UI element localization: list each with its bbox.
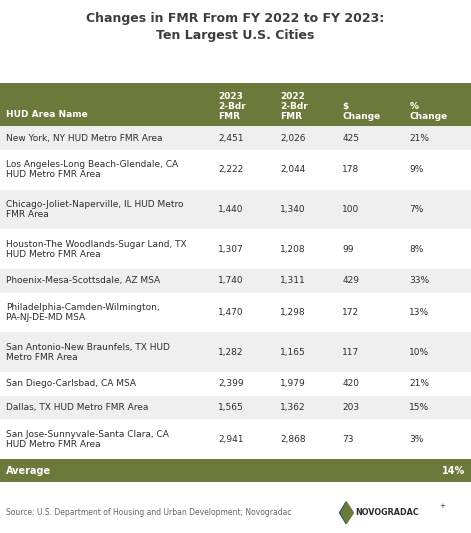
Text: 429: 429: [342, 276, 359, 285]
Text: 1,298: 1,298: [280, 308, 306, 317]
Bar: [0, 150, 471, 190]
Text: 1,740: 1,740: [218, 276, 244, 285]
Text: Average: Average: [6, 466, 51, 475]
Text: 33%: 33%: [409, 276, 430, 285]
Text: +: +: [439, 503, 445, 510]
Text: 21%: 21%: [409, 379, 429, 389]
Bar: [0, 190, 471, 229]
Text: Dallas, TX HUD Metro FMR Area: Dallas, TX HUD Metro FMR Area: [6, 403, 148, 412]
Text: 1,362: 1,362: [280, 403, 306, 412]
Text: 2,868: 2,868: [280, 434, 306, 443]
Text: Source: U.S. Department of Housing and Urban Development; Novogradac: Source: U.S. Department of Housing and U…: [6, 508, 292, 517]
Polygon shape: [339, 501, 353, 524]
Text: $
Change: $ Change: [342, 102, 381, 121]
Text: %
Change: % Change: [409, 102, 447, 121]
Bar: [0, 419, 471, 459]
Text: 2,451: 2,451: [218, 134, 244, 143]
Text: 1,979: 1,979: [280, 379, 306, 389]
Text: 1,440: 1,440: [218, 205, 244, 214]
Text: 178: 178: [342, 165, 360, 174]
Text: 1,565: 1,565: [218, 403, 244, 412]
Text: 2,044: 2,044: [280, 165, 306, 174]
Bar: [0, 293, 471, 332]
Text: 1,208: 1,208: [280, 245, 306, 254]
Text: 1,340: 1,340: [280, 205, 306, 214]
Text: 9%: 9%: [409, 165, 424, 174]
Text: San Diego-Carlsbad, CA MSA: San Diego-Carlsbad, CA MSA: [6, 379, 136, 389]
Text: 1,311: 1,311: [280, 276, 306, 285]
Text: New York, NY HUD Metro FMR Area: New York, NY HUD Metro FMR Area: [6, 134, 162, 143]
Text: 7%: 7%: [409, 205, 424, 214]
Text: 1,470: 1,470: [218, 308, 244, 317]
Text: Los Angeles-Long Beach-Glendale, CA
HUD Metro FMR Area: Los Angeles-Long Beach-Glendale, CA HUD …: [6, 160, 178, 179]
Text: 117: 117: [342, 348, 360, 357]
Text: 13%: 13%: [409, 308, 430, 317]
Text: 420: 420: [342, 379, 359, 389]
Bar: [0, 332, 471, 372]
Bar: [0, 395, 471, 419]
Text: 2,026: 2,026: [280, 134, 306, 143]
Text: 1,282: 1,282: [218, 348, 244, 357]
Text: 1,307: 1,307: [218, 245, 244, 254]
Text: 100: 100: [342, 205, 360, 214]
Bar: [0, 372, 471, 395]
Text: Philadelphia-Camden-Wilmington,
PA-NJ-DE-MD MSA: Philadelphia-Camden-Wilmington, PA-NJ-DE…: [6, 303, 160, 322]
Bar: [0, 269, 471, 293]
Text: HUD Area Name: HUD Area Name: [6, 110, 88, 119]
Text: 2022
2-Bdr
FMR: 2022 2-Bdr FMR: [280, 92, 308, 121]
Bar: [0, 126, 471, 150]
Bar: [0, 83, 471, 126]
Text: 2,222: 2,222: [218, 165, 244, 174]
Text: 2,399: 2,399: [218, 379, 244, 389]
Bar: [0, 459, 471, 482]
Text: 99: 99: [342, 245, 354, 254]
Bar: [0, 229, 471, 269]
Text: 14%: 14%: [442, 466, 465, 475]
Text: Changes in FMR From FY 2022 to FY 2023:
Ten Largest U.S. Cities: Changes in FMR From FY 2022 to FY 2023: …: [86, 12, 385, 42]
Text: 203: 203: [342, 403, 359, 412]
Text: San Jose-Sunnyvale-Santa Clara, CA
HUD Metro FMR Area: San Jose-Sunnyvale-Santa Clara, CA HUD M…: [6, 430, 169, 449]
Text: 1,165: 1,165: [280, 348, 306, 357]
Text: 21%: 21%: [409, 134, 429, 143]
Text: 15%: 15%: [409, 403, 430, 412]
Polygon shape: [340, 501, 354, 524]
Text: 172: 172: [342, 308, 359, 317]
Text: Chicago-Joliet-Naperville, IL HUD Metro
FMR Area: Chicago-Joliet-Naperville, IL HUD Metro …: [6, 200, 184, 219]
Text: San Antonio-New Braunfels, TX HUD
Metro FMR Area: San Antonio-New Braunfels, TX HUD Metro …: [6, 343, 170, 362]
Text: 10%: 10%: [409, 348, 430, 357]
Text: 425: 425: [342, 134, 359, 143]
Text: 2,941: 2,941: [218, 434, 244, 443]
Text: 3%: 3%: [409, 434, 424, 443]
Text: NOVOGRADAC: NOVOGRADAC: [355, 508, 419, 517]
Text: 2023
2-Bdr
FMR: 2023 2-Bdr FMR: [218, 92, 246, 121]
Text: Houston-The Woodlands-Sugar Land, TX
HUD Metro FMR Area: Houston-The Woodlands-Sugar Land, TX HUD…: [6, 240, 187, 259]
Text: 73: 73: [342, 434, 354, 443]
Text: Phoenix-Mesa-Scottsdale, AZ MSA: Phoenix-Mesa-Scottsdale, AZ MSA: [6, 276, 160, 285]
Text: 8%: 8%: [409, 245, 424, 254]
